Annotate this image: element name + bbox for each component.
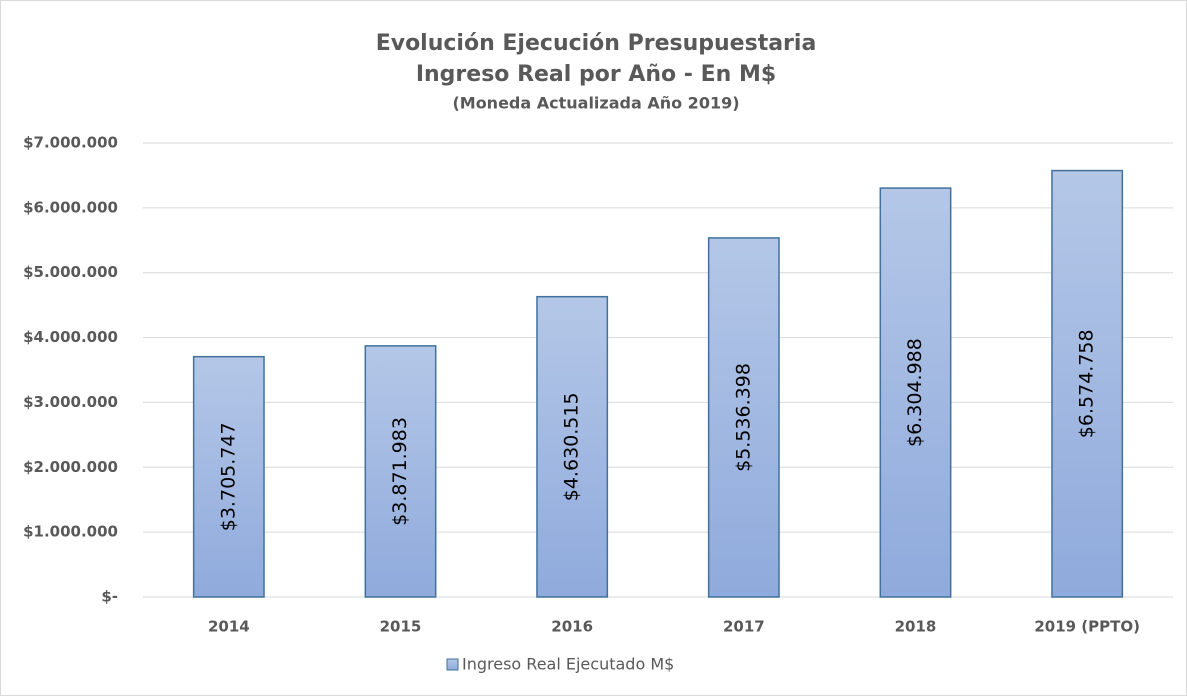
y-tick-label: $3.000.000 <box>23 393 118 411</box>
y-tick-label: $1.000.000 <box>23 523 118 541</box>
bar <box>707 237 780 598</box>
x-tick-label: 2015 <box>380 618 422 636</box>
chart-note: (Moneda Actualizada Año 2019) <box>452 94 739 113</box>
value-label: $3.871.983 <box>389 417 411 526</box>
y-tick-label: $7.000.000 <box>23 134 118 152</box>
y-tick-label: $2.000.000 <box>23 458 118 476</box>
value-label: $3.705.747 <box>217 422 239 531</box>
y-tick-label: $5.000.000 <box>23 263 118 281</box>
value-label: $6.574.758 <box>1076 329 1098 438</box>
legend-label: Ingreso Real Ejecutado M$ <box>462 655 674 674</box>
x-tick-label: 2017 <box>723 618 765 636</box>
bar <box>1051 169 1124 598</box>
y-tick-label: $4.000.000 <box>23 328 118 346</box>
value-label: $6.304.988 <box>904 338 926 447</box>
x-tick-label: 2016 <box>551 618 593 636</box>
bar <box>879 187 952 598</box>
chart-subtitle: Ingreso Real por Año - En M$ <box>416 62 776 87</box>
value-label: $4.630.515 <box>561 392 583 501</box>
x-tick-label: 2019 (PPTO) <box>1034 618 1140 636</box>
value-label: $5.536.398 <box>732 363 754 472</box>
bar <box>364 345 437 598</box>
bar <box>536 295 609 598</box>
y-tick-label: $- <box>101 588 118 606</box>
legend-swatch <box>446 658 459 671</box>
x-tick-label: 2014 <box>208 618 250 636</box>
y-tick-label: $6.000.000 <box>23 198 118 216</box>
chart-title: Evolución Ejecución Presupuestaria <box>376 31 817 56</box>
bar <box>192 355 265 598</box>
x-tick-label: 2018 <box>895 618 937 636</box>
